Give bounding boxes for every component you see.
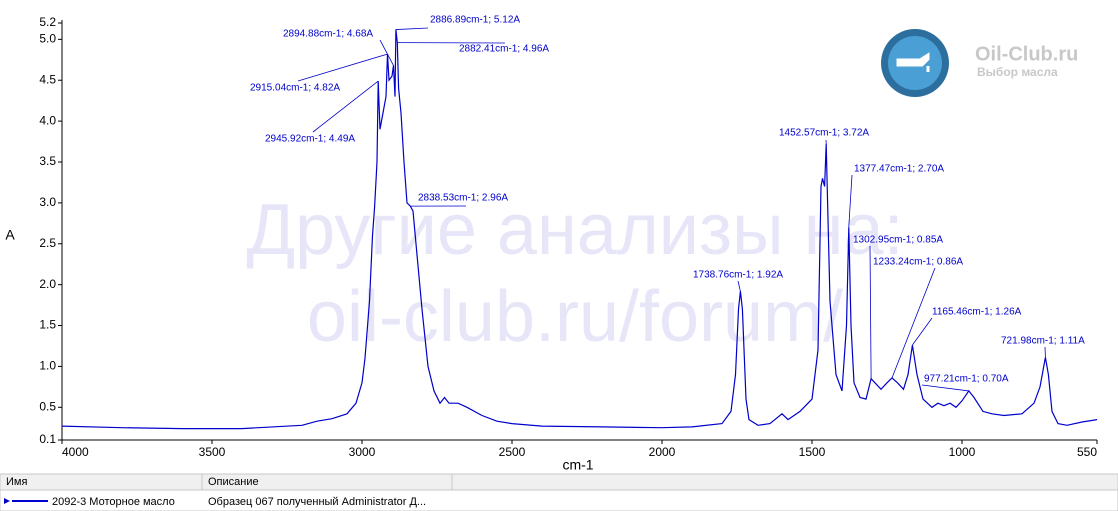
logo: Oil-Club.ru Выбор масла [881, 29, 1078, 97]
y-tick-label: 4.0 [39, 113, 56, 127]
annotation-leader [869, 245, 872, 379]
x-tick-label: 550 [1077, 445, 1097, 459]
annotation-label: 1738.76cm-1; 1.92A [693, 270, 783, 281]
y-tick-label: 0.5 [39, 399, 56, 413]
y-tick-label: 1.0 [39, 359, 56, 373]
spectrum-line [61, 29, 1098, 430]
annotation-leader [891, 267, 936, 379]
y-tick-label: 2.5 [39, 236, 56, 250]
y-tick-label: 5.2 [39, 15, 56, 29]
annotation-leader [379, 39, 394, 66]
annotation-leader [395, 27, 429, 30]
y-tick-label: 3.5 [39, 154, 56, 168]
x-tick-label: 3500 [199, 445, 226, 459]
annotation-leader [737, 280, 741, 292]
annotation-label: 2886.89cm-1; 5.12A [430, 15, 520, 26]
annotation-label: 2882.41cm-1; 4.96A [459, 44, 549, 55]
annotation-label: 977.21cm-1; 0.70A [924, 374, 1009, 385]
y-tick-label: 0.1 [39, 432, 56, 446]
chart: 5.2 5.0 4.5 4.0 3.5 3.0 2.5 2.0 1.5 1.0 0.5 0.1 4000… [5, 15, 1098, 473]
annotation-label: 2945.92cm-1; 4.49A [265, 134, 355, 145]
annotation-label: 2915.04cm-1; 4.82A [250, 83, 340, 94]
annotation-label: 1233.24cm-1; 0.86A [873, 257, 963, 268]
y-tick-label: 3.0 [39, 195, 56, 209]
row-cell[interactable]: Образец 067 полученный Administrator Д..… [208, 496, 426, 508]
annotation-label: 1452.57cm-1; 3.72A [779, 128, 869, 139]
annotation-leader [297, 53, 388, 82]
annotation-label: 1165.46cm-1; 1.26A [932, 307, 1022, 318]
annotation-label: 1302.95cm-1; 0.85A [853, 235, 943, 246]
logo-icon [896, 52, 930, 72]
x-tick-label: 2500 [499, 445, 526, 459]
annotation-label: 1377.47cm-1; 2.70A [854, 164, 944, 175]
watermark: oil-club.ru/forum/ [307, 277, 843, 357]
annotation-label: 721.98cm-1; 1.11A [1001, 336, 1085, 347]
header-cell: Описание [208, 476, 259, 488]
y-tick-label: 4.5 [39, 72, 56, 86]
annotation-leader [912, 317, 933, 346]
x-tick-label: 1000 [949, 445, 976, 459]
y-axis-label: A [5, 227, 15, 243]
annotation-label: 2894.88cm-1; 4.68A [283, 29, 373, 40]
x-axis-label: cm-1 [562, 457, 593, 473]
y-tick-label: 2.0 [39, 277, 56, 291]
x-tick-label: 3000 [349, 445, 376, 459]
logo-name: Oil-Club.ru [975, 43, 1078, 65]
logo-tagline: Выбор масла [977, 65, 1058, 79]
watermark: Другие анализы на: [246, 190, 903, 270]
x-tick-label: 1500 [799, 445, 826, 459]
annotation-leader [848, 174, 853, 228]
row-cell[interactable]: 2092-3 Моторное масло [52, 496, 175, 508]
annotation-label: 2838.53cm-1; 2.96A [418, 193, 508, 204]
x-tick-label: 4000 [62, 445, 89, 459]
y-tick-label: 1.5 [39, 318, 56, 332]
annotation-leader [921, 384, 969, 392]
y-tick-label: 5.0 [39, 32, 56, 46]
annotation-leader [312, 80, 379, 133]
row-marker [4, 498, 10, 504]
header-cell: Имя [6, 476, 27, 488]
table-header [0, 473, 1118, 491]
x-tick-label: 2000 [649, 445, 676, 459]
